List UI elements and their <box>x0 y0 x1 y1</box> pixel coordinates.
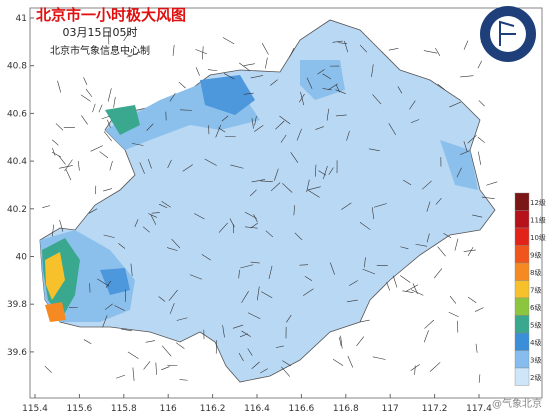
legend-label: 8级 <box>530 268 541 277</box>
legend-swatch <box>515 193 529 211</box>
lat-tick-label: 41 <box>16 14 27 24</box>
map-time: 03月15日05时 <box>63 26 138 39</box>
lon-tick-label: 116.4 <box>244 404 270 414</box>
legend-swatch <box>515 351 529 369</box>
lon-tick-label: 116 <box>160 404 177 414</box>
issuer: 北京市气象信息中心制 <box>50 44 150 57</box>
lon-tick-label: 116.6 <box>289 404 315 414</box>
legend-swatch <box>515 228 529 246</box>
lon-tick-label: 117.4 <box>466 404 492 414</box>
logo <box>480 6 536 62</box>
lat-tick-label: 40.6 <box>7 109 27 119</box>
watermark: @气象北京 <box>492 397 542 410</box>
legend-swatch <box>515 263 529 281</box>
lon-tick-label: 116.2 <box>200 404 226 414</box>
lat-tick-label: 40 <box>16 253 28 263</box>
map-title: 北京市一小时极大风图 <box>36 6 186 24</box>
lat-tick-label: 40.8 <box>7 62 27 72</box>
lon-tick-label: 115.8 <box>111 404 137 414</box>
lat-tick-label: 40.2 <box>7 205 27 215</box>
lat-tick-label: 39.8 <box>7 300 27 310</box>
legend-label: 3级 <box>530 356 541 365</box>
legend-swatch <box>515 333 529 351</box>
legend-label: 5级 <box>530 321 541 330</box>
legend-swatch <box>515 298 529 316</box>
legend-label: 12级 <box>530 198 546 207</box>
lon-tick-label: 116.8 <box>333 404 359 414</box>
lon-tick-label: 117.2 <box>422 404 448 414</box>
legend-label: 6级 <box>530 303 541 312</box>
lon-tick-label: 115.4 <box>22 404 48 414</box>
legend-swatch <box>515 368 529 386</box>
legend-label: 10级 <box>530 233 546 242</box>
legend-label: 2级 <box>530 373 541 382</box>
lon-tick-label: 115.6 <box>67 404 93 414</box>
legend-label: 9级 <box>530 251 541 260</box>
legend-label: 11级 <box>530 216 546 225</box>
legend-swatch <box>515 246 529 264</box>
lat-tick-label: 39.6 <box>7 348 27 358</box>
legend-label: 7级 <box>530 286 541 295</box>
legend-swatch <box>515 211 529 229</box>
legend-swatch <box>515 316 529 334</box>
legend-swatch <box>515 281 529 299</box>
lat-tick-label: 40.4 <box>7 157 27 167</box>
lon-tick-label: 117 <box>382 404 399 414</box>
legend-label: 4级 <box>530 338 541 347</box>
